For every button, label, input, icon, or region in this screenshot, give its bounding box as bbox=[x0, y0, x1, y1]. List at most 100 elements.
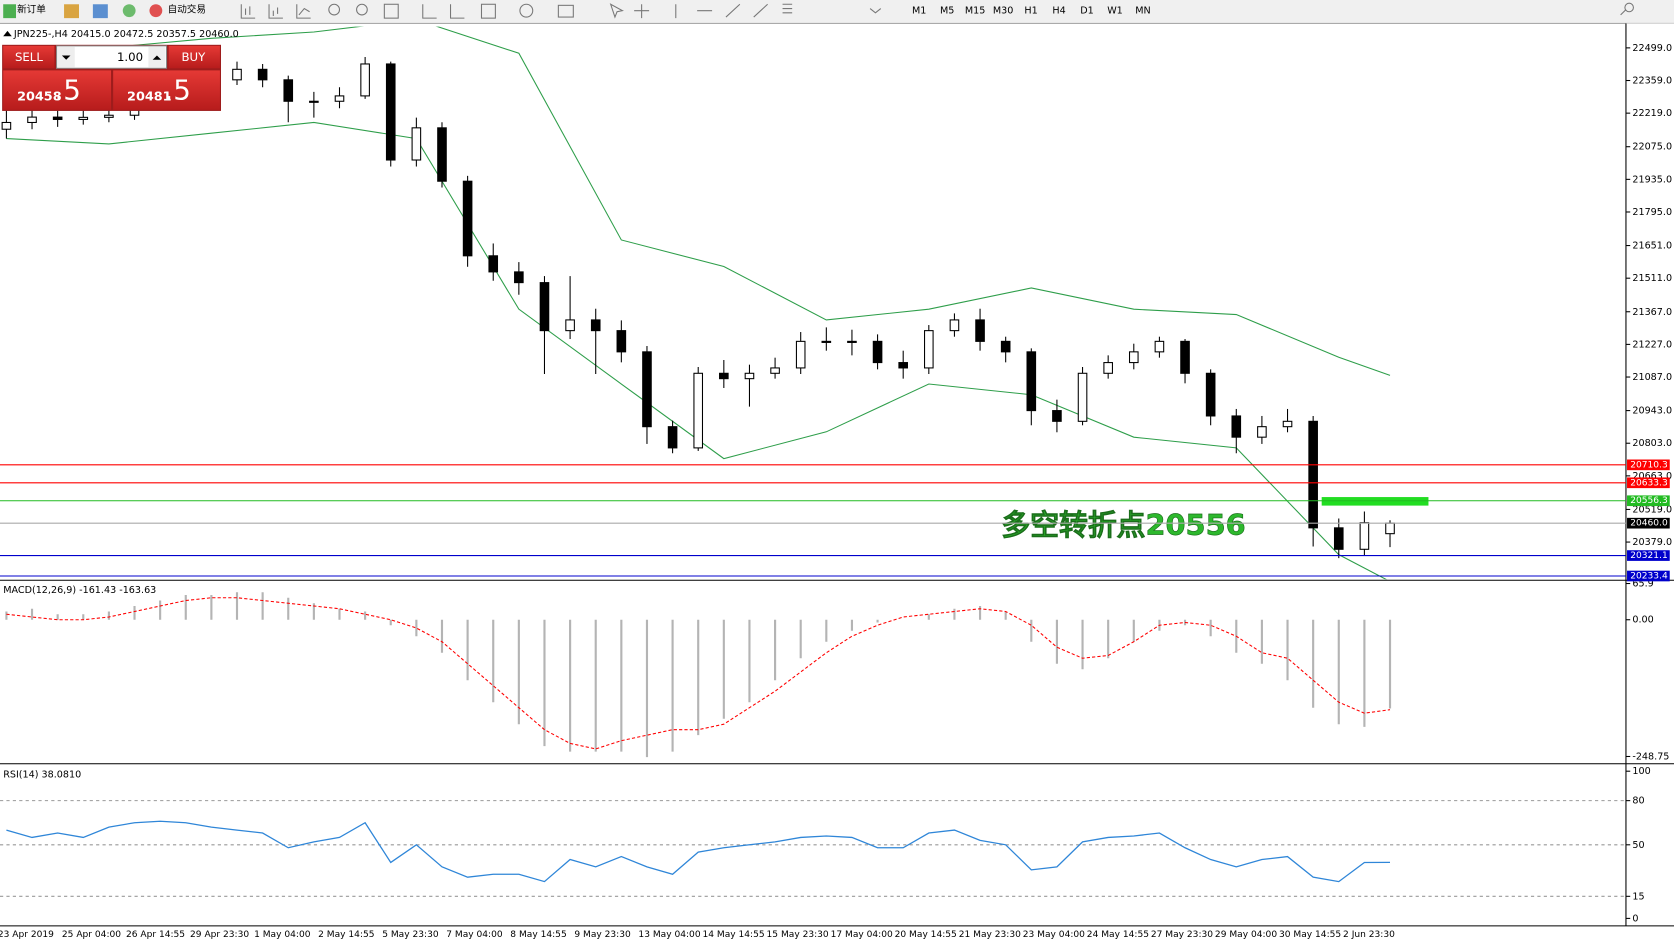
y-tick-label: 65.9 bbox=[1632, 579, 1653, 590]
candle-body bbox=[437, 127, 447, 182]
bollinger-band bbox=[6, 26, 1391, 376]
candle-body bbox=[975, 319, 985, 342]
candle-body bbox=[462, 180, 473, 257]
level-label-box bbox=[1627, 477, 1670, 489]
timeframe-button[interactable]: H1 bbox=[1024, 6, 1037, 17]
lot-value[interactable]: 1.00 bbox=[117, 50, 143, 64]
candle-body bbox=[1154, 340, 1165, 353]
y-tick-label: 0.00 bbox=[1632, 615, 1653, 626]
y-tick-label: 20519.0 bbox=[1632, 504, 1672, 515]
tool-icons[interactable] bbox=[240, 2, 1634, 19]
timeframe-button[interactable]: D1 bbox=[1080, 6, 1094, 17]
collapse-arrow bbox=[3, 30, 12, 37]
y-tick-label: 100 bbox=[1632, 766, 1650, 777]
candle-body bbox=[1385, 522, 1395, 535]
level-label-box bbox=[1627, 570, 1670, 582]
timeframe-button[interactable]: M15 bbox=[965, 6, 986, 17]
x-tick-label: 9 May 23:30 bbox=[574, 930, 631, 940]
sell-label[interactable]: SELL bbox=[15, 50, 43, 64]
candle-body bbox=[719, 372, 729, 380]
candle-body bbox=[693, 372, 704, 449]
sell-button[interactable] bbox=[3, 45, 55, 69]
candle-body bbox=[514, 271, 524, 284]
bollinger-band bbox=[6, 121, 1387, 580]
y-tick-label: 80 bbox=[1632, 796, 1644, 807]
candle-body bbox=[1, 121, 12, 130]
candle-body bbox=[1026, 351, 1037, 412]
timeframe-button[interactable]: MN bbox=[1135, 6, 1150, 17]
candle-body bbox=[488, 255, 499, 273]
candle-body bbox=[898, 362, 908, 369]
lot-input[interactable] bbox=[56, 45, 168, 69]
level-label: 20233.4 bbox=[1630, 572, 1668, 582]
candle-body bbox=[1359, 522, 1370, 550]
sell-price-box[interactable] bbox=[3, 70, 112, 110]
candle-body bbox=[1180, 340, 1190, 374]
candle-body bbox=[667, 426, 678, 449]
new-order-button[interactable]: 新订单 bbox=[17, 4, 46, 16]
buy-price-box[interactable] bbox=[113, 70, 220, 110]
y-tick-label: 15 bbox=[1632, 891, 1644, 902]
y-tick-label: 21087.0 bbox=[1632, 372, 1672, 383]
candle-body bbox=[949, 319, 960, 332]
y-tick-label: 20379.0 bbox=[1632, 537, 1672, 548]
candle-body bbox=[232, 68, 242, 81]
new-order-icon[interactable] bbox=[3, 4, 17, 19]
y-tick-label: 20943.0 bbox=[1632, 406, 1672, 417]
icon[interactable] bbox=[122, 4, 136, 18]
y-tick-label: 21511.0 bbox=[1632, 273, 1672, 284]
candle-body bbox=[1077, 372, 1088, 422]
timeframe-button[interactable]: M1 bbox=[912, 6, 926, 17]
auto-trading-button[interactable]: 自动交易 bbox=[168, 4, 206, 16]
annotation: 多空转折点20556 bbox=[1001, 508, 1245, 542]
buy-label[interactable]: BUY bbox=[181, 50, 206, 64]
timeframe-button[interactable]: M30 bbox=[993, 6, 1014, 17]
candle-body bbox=[385, 63, 396, 161]
level-label: 20710.3 bbox=[1630, 460, 1668, 470]
buy-price-fraction: .5 bbox=[164, 74, 190, 107]
icon[interactable] bbox=[92, 4, 108, 19]
level-label: 20460.0 bbox=[1630, 519, 1668, 529]
candle-body bbox=[1333, 527, 1344, 550]
candle-body bbox=[1257, 426, 1267, 438]
x-tick-label: 27 May 23:30 bbox=[1151, 930, 1213, 940]
candle-body bbox=[821, 340, 832, 343]
level-label: 20633.3 bbox=[1630, 478, 1668, 488]
toolbar bbox=[0, 0, 1674, 24]
candle-body bbox=[104, 114, 114, 118]
candle-body bbox=[1205, 372, 1216, 417]
buy-button[interactable] bbox=[168, 45, 220, 69]
timeframe-button[interactable]: H4 bbox=[1052, 6, 1065, 17]
level-label-box bbox=[1627, 517, 1670, 529]
candle-body bbox=[309, 100, 319, 103]
x-tick-label: 17 May 04:00 bbox=[831, 930, 893, 940]
y-tick-label: 22499.0 bbox=[1632, 43, 1672, 54]
candle-body bbox=[1308, 420, 1318, 529]
candle-body bbox=[642, 351, 652, 428]
level-label-box bbox=[1627, 495, 1670, 507]
auto-trading-icon[interactable] bbox=[149, 4, 163, 18]
candle-body bbox=[411, 127, 422, 161]
x-tick-label: 13 May 04:00 bbox=[638, 930, 700, 940]
x-tick-label: 15 May 23:30 bbox=[767, 930, 829, 940]
timeframe-button[interactable]: M5 bbox=[940, 6, 954, 17]
rsi-info: RSI(14) 38.0810 bbox=[3, 769, 81, 780]
y-tick-label: 22219.0 bbox=[1632, 108, 1672, 119]
candle-body bbox=[283, 79, 294, 102]
x-tick-label: 21 May 23:30 bbox=[959, 930, 1021, 940]
x-tick-label: 24 May 14:55 bbox=[1087, 930, 1149, 940]
candle-body bbox=[565, 319, 575, 332]
candle-body bbox=[590, 319, 601, 332]
x-tick-label: 8 May 14:55 bbox=[510, 930, 566, 940]
icon[interactable] bbox=[64, 4, 80, 19]
level-label: 20321.1 bbox=[1630, 551, 1668, 561]
y-tick-label: 20803.0 bbox=[1632, 438, 1672, 449]
y-tick-label: 21795.0 bbox=[1632, 207, 1672, 218]
candle-body bbox=[52, 116, 63, 120]
y-tick-label: 21651.0 bbox=[1632, 241, 1672, 252]
x-tick-label: 5 May 23:30 bbox=[382, 930, 439, 940]
y-tick-label: -248.75 bbox=[1632, 751, 1669, 762]
timeframe-button[interactable]: W1 bbox=[1107, 6, 1123, 17]
macd-info: MACD(12,26,9) -161.43 -163.63 bbox=[3, 585, 156, 596]
